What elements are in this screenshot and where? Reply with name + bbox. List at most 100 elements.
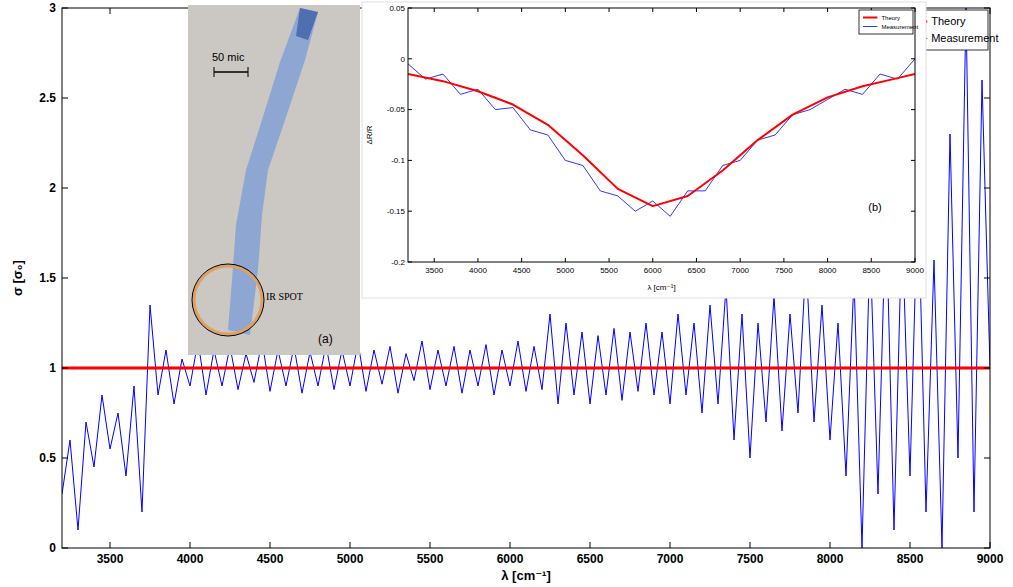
x-tick [565,258,566,262]
series-line [62,367,990,370]
y-tick-label: 1.5 [39,271,56,285]
y-tick-right [911,160,915,161]
y-tick-right [911,211,915,212]
x-tick-label: 7500 [737,552,764,566]
x-tick-top [783,8,784,12]
y-tick [62,368,68,369]
x-tick-top [990,8,991,14]
y-tick-label: -0.05 [387,105,406,114]
y-axis-label: σ [σ₀] [10,260,25,296]
y-tick [62,188,68,189]
inset-background [362,2,926,298]
x-tick [990,542,991,548]
sample-edge [296,8,318,40]
x-tick-top [521,8,522,12]
y-tick-label: 0 [49,541,56,555]
x-tick-label: 5000 [556,266,574,275]
x-tick-top [609,8,610,12]
y-tick [408,160,412,161]
x-tick-label: 8500 [862,266,880,275]
y-tick [408,58,412,59]
x-axis-label: λ [cm⁻¹] [501,568,550,583]
y-tick [62,458,68,459]
x-tick [652,258,653,262]
x-tick-label: 6000 [497,552,524,566]
panel-label: (b) [868,201,881,213]
x-tick-label: 5500 [417,552,444,566]
x-tick [670,542,671,548]
legend-label: Theory [931,15,966,27]
x-tick-label: 7500 [775,266,793,275]
y-tick-label: 2 [49,181,56,195]
y-tick [62,278,68,279]
y-tick [62,548,68,549]
y-tick-label: 2.5 [39,91,56,105]
legend: TheoryMeasurement [859,10,918,34]
y-tick-right [984,188,990,189]
x-tick-label: 8500 [897,552,924,566]
x-tick-top [110,8,111,14]
figure: 3500 4000 4500 5000 5500 6000 6500 7000 7500 8000… [0,0,1013,587]
x-tick-label: 4000 [469,266,487,275]
y-tick-right [984,278,990,279]
legend-swatch [863,17,877,19]
y-tick-right [984,8,990,9]
series-group [408,59,915,216]
x-tick [783,258,784,262]
y-tick-label: 0.5 [39,451,56,465]
x-tick [510,542,511,548]
x-tick-label: 7000 [731,266,749,275]
chart-1: 3500400045005000550060006500700075008000… [362,2,926,298]
scale-label: 50 mic [212,51,245,63]
series-line [408,59,915,216]
x-tick-top [652,8,653,12]
legend-label: Measurement [881,24,918,30]
y-tick [408,8,412,9]
y-tick-right [911,58,915,59]
x-tick-label: 4500 [513,266,531,275]
y-tick-label: -0.1 [391,156,405,165]
y-tick [408,211,412,212]
x-tick-label: 6500 [577,552,604,566]
ir-spot-ring [194,266,262,334]
y-tick-right [911,262,915,263]
x-tick [190,542,191,548]
scale-bar [214,71,248,73]
x-tick-top [827,8,828,12]
photo-background [188,5,360,355]
x-tick-label: 6500 [688,266,706,275]
x-tick [915,258,916,262]
x-axis-label: λ [cm⁻¹] [647,283,675,292]
y-axis-label: ΔR/R [365,125,374,144]
x-tick [827,258,828,262]
ir-spot-label: IR SPOT [266,291,303,302]
x-tick-label: 9000 [977,552,1004,566]
x-tick [696,258,697,262]
x-tick [430,542,431,548]
x-tick-label: 9000 [906,266,924,275]
y-tick-right [911,109,915,110]
y-tick-label: 3 [49,1,56,15]
x-tick [740,258,741,262]
y-tick-right [984,98,990,99]
x-tick-label: 4500 [257,552,284,566]
x-tick-top [696,8,697,12]
x-tick [910,542,911,548]
x-tick-top [434,8,435,12]
x-tick-label: 8000 [817,552,844,566]
y-tick-right [984,458,990,459]
x-tick-label: 3500 [97,552,124,566]
y-tick-label: 1 [49,361,56,375]
x-tick [750,542,751,548]
y-tick [408,109,412,110]
x-tick-top [740,8,741,12]
x-tick [609,258,610,262]
legend-box [859,10,913,34]
y-tick-right [911,8,915,9]
x-tick-label: 3500 [425,266,443,275]
y-tick [408,262,412,263]
x-tick [590,542,591,548]
x-tick [434,258,435,262]
y-tick-right [984,368,990,369]
y-tick [62,98,68,99]
